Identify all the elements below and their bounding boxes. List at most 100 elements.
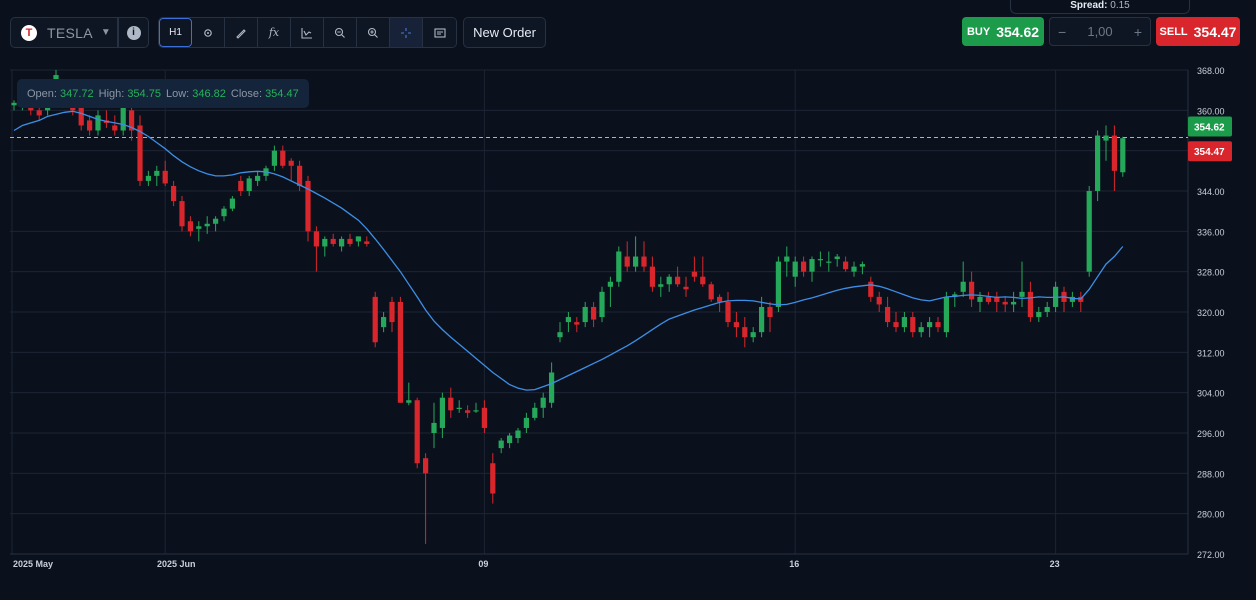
- chart-tools: H1 fx: [158, 17, 457, 48]
- candle-body: [658, 284, 664, 287]
- candle-body: [649, 266, 655, 287]
- high-label: High:: [98, 87, 125, 100]
- spread-value: 0.15: [1110, 0, 1130, 11]
- candle-body: [389, 301, 395, 323]
- candle-body: [507, 435, 513, 444]
- candle-body: [851, 266, 857, 272]
- candle-body: [423, 458, 429, 474]
- quantity-input[interactable]: 1,00: [1087, 24, 1113, 39]
- x-tick-label: 23: [1050, 559, 1060, 569]
- candle-body: [448, 397, 454, 411]
- y-tick-label: 360.00: [1197, 106, 1225, 116]
- symbol-selector[interactable]: T TESLA ▼: [10, 17, 118, 48]
- candle-body: [255, 175, 261, 181]
- settings-button[interactable]: [192, 18, 225, 47]
- candle-body: [910, 317, 916, 333]
- candle-body: [817, 259, 823, 261]
- candle-body: [1069, 296, 1075, 302]
- draw-button[interactable]: [225, 18, 258, 47]
- candle-body: [1103, 135, 1109, 141]
- candle-body: [675, 276, 681, 285]
- candle-body: [515, 430, 521, 439]
- candle-body: [792, 261, 798, 277]
- candle-body: [767, 306, 773, 318]
- candle-body: [725, 301, 731, 323]
- buy-button[interactable]: BUY 354.62: [962, 17, 1044, 46]
- candle-body: [187, 221, 193, 232]
- new-order-button[interactable]: New Order: [463, 17, 546, 48]
- candle-body: [238, 180, 244, 191]
- close-label: Close:: [230, 87, 263, 100]
- increase-button[interactable]: +: [1133, 23, 1142, 40]
- symbol-name: TESLA: [47, 24, 93, 41]
- candle-body: [465, 410, 471, 413]
- y-tick-label: 344.00: [1197, 187, 1225, 197]
- candle-body: [112, 125, 118, 131]
- candle-body: [1044, 306, 1050, 312]
- symbol-info-button[interactable]: i: [118, 17, 149, 48]
- candle-body: [532, 407, 538, 418]
- decrease-button[interactable]: −: [1058, 23, 1067, 40]
- screenshot-button[interactable]: [423, 18, 456, 47]
- candle-body: [683, 286, 689, 290]
- zoom-in-button[interactable]: [357, 18, 390, 47]
- chevron-down-icon: ▼: [100, 27, 111, 38]
- candle-body: [414, 400, 420, 464]
- candle-body: [313, 231, 319, 247]
- candle-body: [397, 301, 403, 403]
- spread-label: Spread:: [1070, 0, 1108, 11]
- candle-body: [288, 160, 294, 166]
- x-tick-label: 2025 May: [13, 559, 53, 569]
- high-value: 354.75: [127, 87, 161, 100]
- indicators-button[interactable]: [291, 18, 324, 47]
- candle-body: [927, 322, 933, 328]
- quantity-stepper: − 1,00 +: [1049, 17, 1151, 46]
- sell-button[interactable]: SELL 354.47: [1156, 17, 1240, 46]
- buy-price: 354.62: [996, 23, 1040, 40]
- zoom-out-button[interactable]: [324, 18, 357, 47]
- candlestick-chart[interactable]: 368.00360.00352.00344.00336.00328.00320.…: [0, 62, 1256, 600]
- zoom-in-icon: [367, 27, 378, 38]
- candle-body: [87, 120, 93, 131]
- candle-body: [481, 407, 487, 428]
- price-tag-label: 354.47: [1194, 147, 1225, 158]
- functions-button[interactable]: fx: [258, 18, 291, 47]
- candle-body: [339, 238, 345, 247]
- candle-body: [935, 322, 941, 328]
- candle-body: [994, 296, 1000, 302]
- candle-body: [246, 178, 252, 191]
- sell-price: 354.47: [1193, 23, 1237, 40]
- candle-body: [213, 218, 219, 224]
- candle-body: [540, 397, 546, 408]
- candle-body: [1111, 135, 1117, 171]
- indicator-icon: [301, 27, 312, 39]
- candle-body: [305, 180, 311, 232]
- candle-body: [439, 397, 445, 428]
- crosshair-button[interactable]: [390, 18, 423, 47]
- candle-body: [498, 440, 504, 449]
- candle-body: [834, 256, 840, 260]
- sell-label: SELL: [1159, 25, 1188, 38]
- close-value: 354.47: [265, 87, 299, 100]
- candle-body: [95, 115, 101, 131]
- y-tick-label: 328.00: [1197, 268, 1225, 278]
- moving-average-line: [13, 110, 1124, 391]
- candle-body: [784, 256, 790, 262]
- candle-body: [708, 284, 714, 300]
- candle-body: [36, 110, 42, 116]
- y-tick-label: 272.00: [1197, 550, 1225, 560]
- settings-icon: [204, 28, 212, 37]
- candle-body: [666, 276, 672, 285]
- candle-body: [1027, 291, 1033, 318]
- info-icon: i: [126, 25, 141, 40]
- candle-body: [750, 332, 756, 338]
- candle-body: [565, 317, 571, 323]
- candle-body: [918, 327, 924, 333]
- candle-body: [843, 261, 849, 270]
- candle-body: [969, 281, 975, 300]
- timeframe-button[interactable]: H1: [159, 18, 192, 47]
- candle-body: [145, 175, 151, 181]
- candle-body: [11, 102, 17, 106]
- candle-body: [641, 256, 647, 267]
- top-toolbar: T TESLA ▼ i H1 fx New Order: [0, 0, 1256, 62]
